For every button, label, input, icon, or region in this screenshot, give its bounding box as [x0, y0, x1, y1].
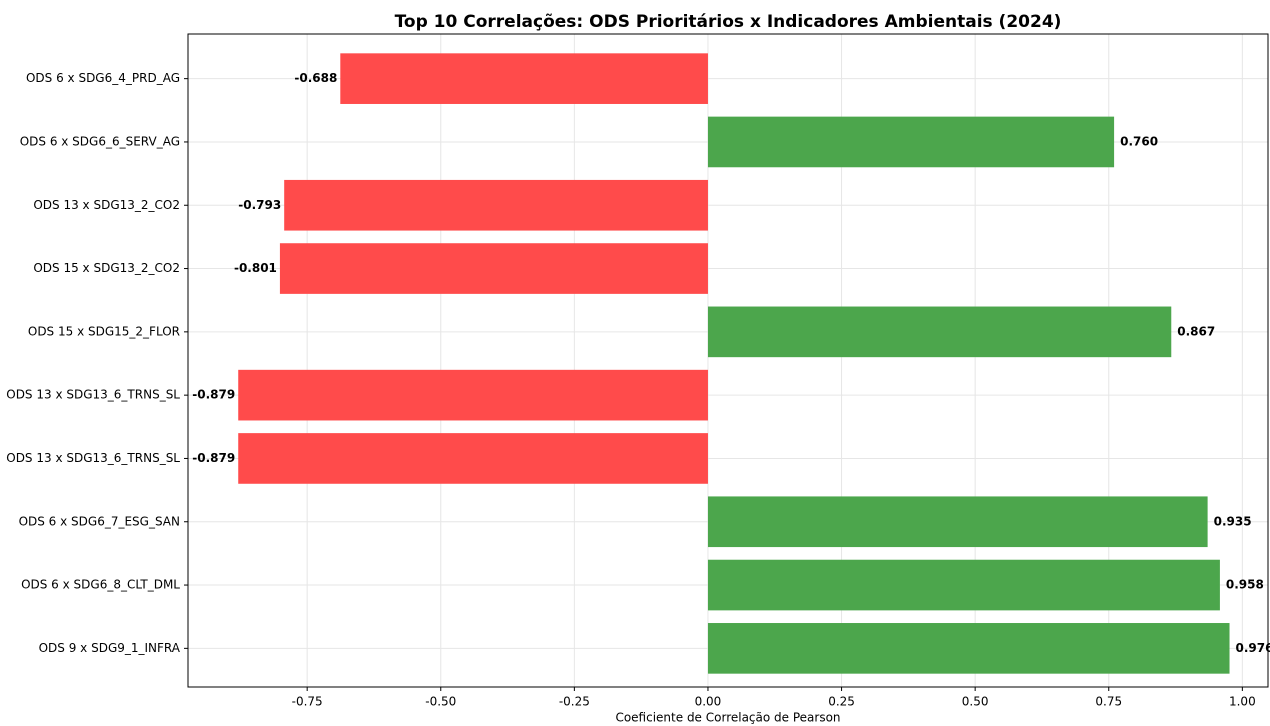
y-tick-label: ODS 6 x SDG6_4_PRD_AG	[26, 71, 180, 85]
plot-frame	[187, 33, 1269, 688]
bar	[707, 116, 1115, 168]
bar	[707, 306, 1172, 358]
bar	[707, 559, 1220, 611]
bar	[238, 369, 708, 421]
x-tick-label: 1.00	[1229, 695, 1256, 709]
x-tick-label: -0.50	[425, 695, 456, 709]
y-tick-label: ODS 6 x SDG6_6_SERV_AG	[20, 134, 180, 148]
value-label: -0.801	[234, 261, 277, 275]
value-label: 0.935	[1214, 514, 1252, 528]
value-label: 0.976	[1236, 641, 1270, 655]
bar	[279, 243, 708, 294]
y-tick-label: ODS 13 x SDG13_2_CO2	[33, 198, 180, 212]
y-tick-label: ODS 6 x SDG6_7_ESG_SAN	[19, 514, 180, 528]
value-label: 0.958	[1226, 578, 1264, 592]
y-tick-label: ODS 9 x SDG9_1_INFRA	[39, 641, 181, 655]
x-tick-label: 0.00	[695, 695, 722, 709]
y-tick-label: ODS 6 x SDG6_8_CLT_DML	[21, 578, 180, 592]
x-tick-label: 0.50	[962, 695, 989, 709]
value-label: -0.879	[192, 388, 235, 402]
x-tick-label: -0.75	[292, 695, 323, 709]
bar	[284, 179, 708, 231]
bar	[340, 53, 708, 104]
value-label: -0.879	[192, 451, 235, 465]
value-label: -0.688	[294, 71, 337, 85]
value-label: 0.867	[1177, 324, 1215, 338]
bar	[707, 623, 1230, 674]
value-label: -0.793	[238, 198, 281, 212]
chart-title: Top 10 Correlações: ODS Prioritários x I…	[395, 12, 1062, 32]
x-tick-label: 0.75	[1095, 695, 1122, 709]
x-axis-label: Coeficiente de Correlação de Pearson	[615, 711, 840, 725]
y-tick-label: ODS 15 x SDG15_2_FLOR	[28, 324, 180, 338]
y-tick-label: ODS 13 x SDG13_6_TRNS_SL	[6, 388, 180, 402]
x-tick-label: -0.25	[559, 695, 590, 709]
bar	[707, 496, 1208, 548]
x-tick-label: 0.25	[828, 695, 855, 709]
y-tick-label: ODS 13 x SDG13_6_TRNS_SL	[6, 451, 180, 465]
bar	[238, 433, 708, 484]
y-tick-label: ODS 15 x SDG13_2_CO2	[33, 261, 180, 275]
value-label: 0.760	[1120, 134, 1158, 148]
